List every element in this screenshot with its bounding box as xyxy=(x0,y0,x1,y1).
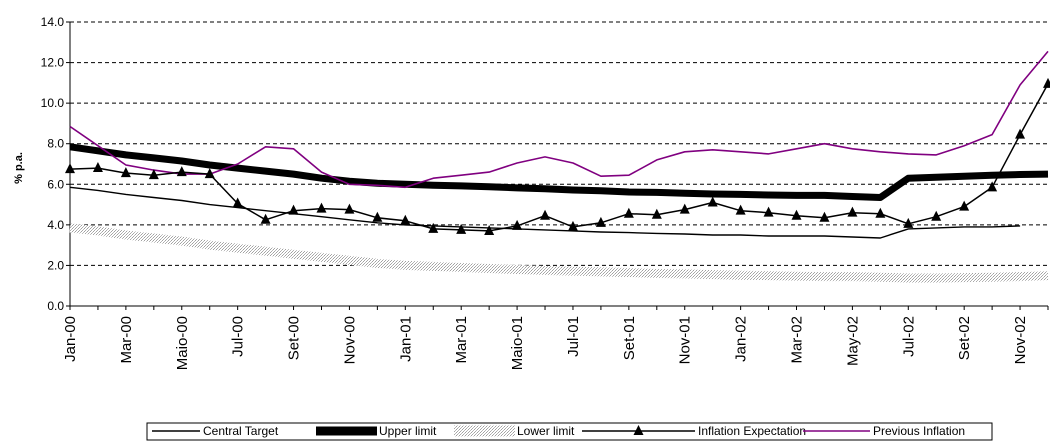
data-point-inflation-expectation xyxy=(512,219,523,230)
data-point-inflation-expectation xyxy=(65,163,75,174)
y-tick-label: 6.0 xyxy=(47,177,64,191)
data-point-inflation-expectation xyxy=(120,167,131,178)
y-tick-label: 2.0 xyxy=(47,258,64,272)
x-tick-labels: Jan-00 Mar-00 Maio-00 Jul-00 Set-00 Nov-00 Jan… xyxy=(62,316,1029,370)
data-point-inflation-expectation xyxy=(735,204,746,215)
data-point-inflation-expectation xyxy=(567,220,578,231)
legend-label-previous-inflation: Previous Inflation xyxy=(873,424,965,438)
data-point-inflation-expectation xyxy=(595,216,606,227)
data-point-inflation-expectation xyxy=(176,166,187,177)
data-point-inflation-expectation xyxy=(623,207,634,218)
x-tick-label: Jan-00 xyxy=(62,316,79,362)
x-tick-label: Jul-01 xyxy=(565,316,582,357)
data-point-inflation-expectation xyxy=(1015,128,1026,139)
data-point-inflation-expectation xyxy=(484,224,495,235)
series-line-lower-limit xyxy=(69,223,1049,283)
x-tick-label: Jul-00 xyxy=(230,316,247,357)
data-point-inflation-expectation xyxy=(763,206,774,217)
data-point-inflation-expectation xyxy=(903,217,914,228)
data-point-inflation-expectation xyxy=(372,211,383,222)
data-point-inflation-expectation xyxy=(707,196,718,207)
data-point-inflation-expectation xyxy=(288,204,299,215)
y-tick-label: 12.0 xyxy=(41,56,65,70)
y-tick-label: 8.0 xyxy=(47,137,64,151)
legend-label-inflation-expectation: Inflation Expectation xyxy=(698,424,806,438)
series-line-upper-limit xyxy=(69,143,1049,201)
x-tick-label: Nov-00 xyxy=(341,316,358,364)
legend: Central Target Upper limit Lower limit Infl… xyxy=(146,422,993,441)
data-point-inflation-expectation xyxy=(316,202,327,213)
x-tick-label: Mar-02 xyxy=(789,316,806,364)
x-tick-label: Jan-02 xyxy=(733,316,750,362)
series-line-previous-inflation xyxy=(69,50,1049,189)
data-point-inflation-expectation xyxy=(400,214,411,225)
data-point-inflation-expectation xyxy=(847,206,858,217)
data-point-inflation-expectation xyxy=(92,162,103,173)
data-point-inflation-expectation xyxy=(1043,77,1050,88)
x-tick-label: Mar-00 xyxy=(118,316,135,364)
y-tick-label: 4.0 xyxy=(47,218,64,232)
y-axis-label: % p.a. xyxy=(13,152,25,184)
data-point-inflation-expectation xyxy=(148,169,159,180)
x-tick-label: Jul-02 xyxy=(900,316,917,357)
x-tick-label: Mar-01 xyxy=(453,316,470,364)
y-tick-labels: 0.0 2.0 4.0 6.0 8.0 10.0 12.0 14.0 xyxy=(41,15,65,313)
series-line-central-target xyxy=(69,186,1021,239)
data-point-inflation-expectation xyxy=(651,208,662,219)
data-point-inflation-expectation xyxy=(232,197,243,208)
data-point-inflation-expectation xyxy=(260,213,271,224)
data-point-inflation-expectation xyxy=(428,222,439,233)
series-line-inflation-expectation xyxy=(69,83,1049,232)
legend-label-lower-limit: Lower limit xyxy=(517,424,575,438)
data-point-inflation-expectation xyxy=(987,181,998,192)
legend-label-upper-limit: Upper limit xyxy=(379,424,437,438)
y-tick-label: 10.0 xyxy=(41,96,65,110)
data-point-inflation-expectation xyxy=(344,203,355,214)
data-point-inflation-expectation xyxy=(875,207,886,218)
legend-label-central-target: Central Target xyxy=(203,424,279,438)
data-point-inflation-expectation xyxy=(819,211,830,222)
y-tick-label: 14.0 xyxy=(41,15,65,29)
gridlines xyxy=(66,21,1048,307)
legend-marker-inflation-expectation xyxy=(633,425,644,435)
data-point-inflation-expectation xyxy=(204,168,215,179)
data-point-inflation-expectation xyxy=(931,210,942,221)
data-point-inflation-expectation xyxy=(791,209,802,220)
data-point-inflation-expectation xyxy=(679,203,690,214)
x-tick-label: Maio-00 xyxy=(174,316,191,370)
series-lines xyxy=(65,50,1050,283)
x-tick-label: Set-02 xyxy=(956,316,973,360)
y-tick-label: 0.0 xyxy=(47,299,64,313)
x-tick-label: Jan-01 xyxy=(397,316,414,362)
x-tick-label: Nov-01 xyxy=(677,316,694,364)
x-tick-label: Nov-02 xyxy=(1012,316,1029,364)
data-point-inflation-expectation xyxy=(540,209,551,220)
x-tick-label: Set-01 xyxy=(621,316,638,360)
data-point-inflation-expectation xyxy=(456,223,467,234)
x-tick-label: Maio-01 xyxy=(509,316,526,370)
data-point-inflation-expectation xyxy=(959,200,970,211)
x-tick-label: May-02 xyxy=(844,316,861,366)
x-tick-label: Set-00 xyxy=(286,316,303,360)
